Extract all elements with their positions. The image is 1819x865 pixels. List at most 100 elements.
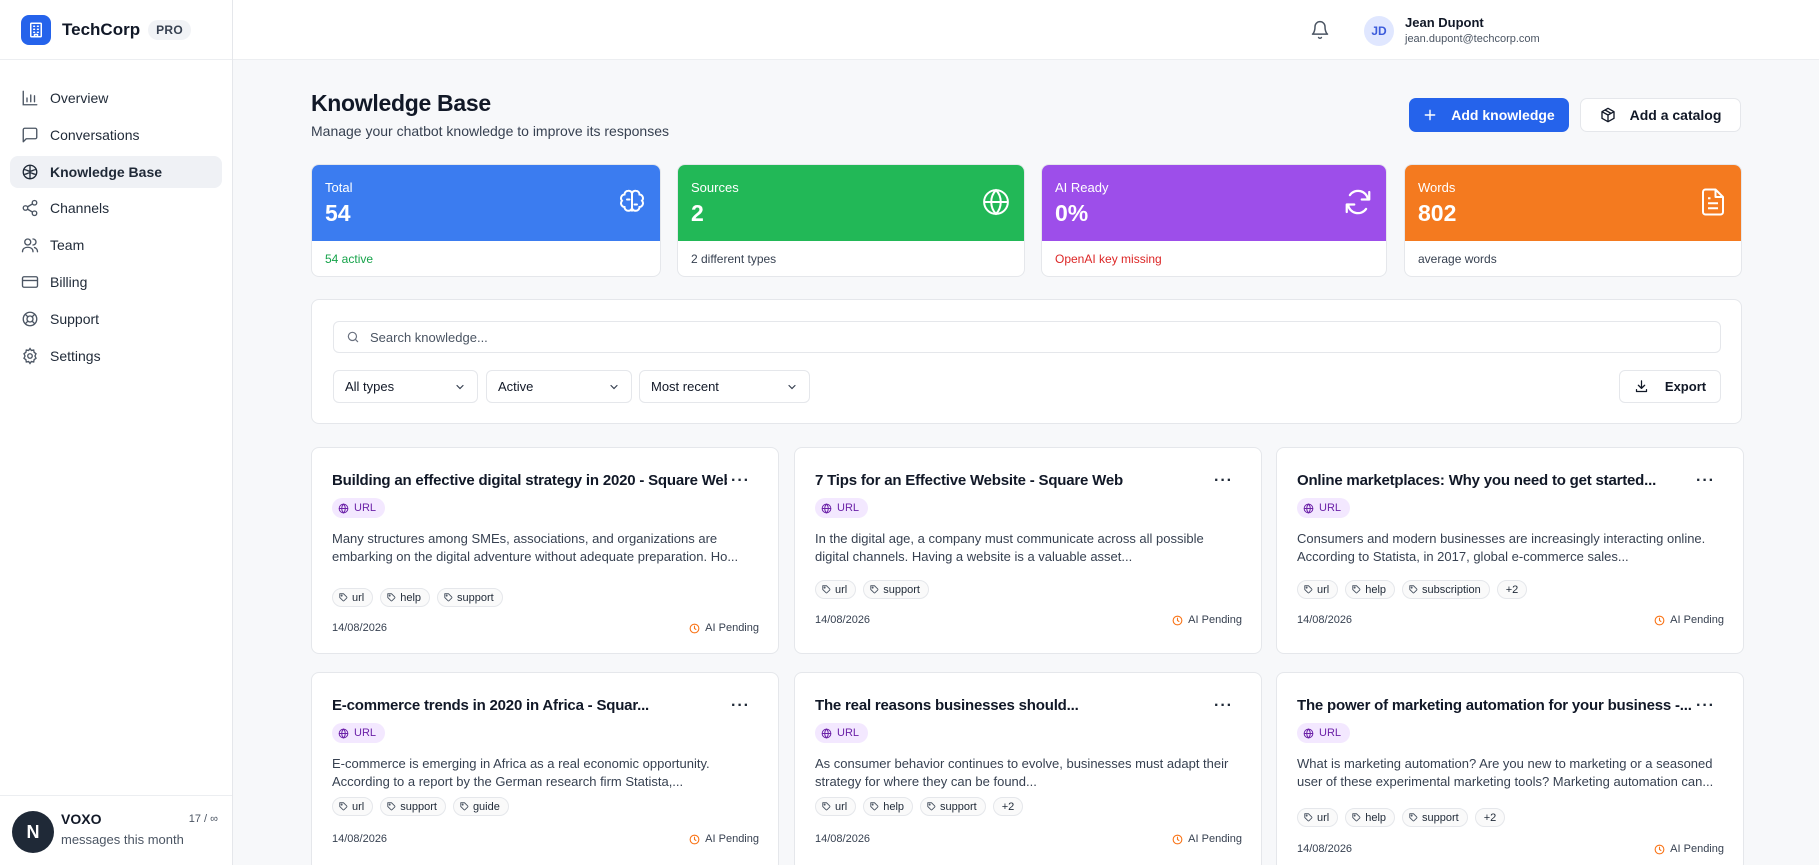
tag[interactable]: subscription [1402, 580, 1490, 599]
sidebar-item-team[interactable]: Team [10, 229, 222, 261]
sidebar-item-conversations[interactable]: Conversations [10, 119, 222, 151]
more-menu-button[interactable]: ··· [1214, 472, 1233, 489]
sidebar-item-knowledge-base[interactable]: Knowledge Base [10, 155, 222, 188]
add-catalog-button[interactable]: Add a catalog [1580, 98, 1741, 132]
tag[interactable]: support [1402, 808, 1468, 827]
tag-label: help [1365, 811, 1387, 824]
stat-value: 54 [325, 200, 351, 226]
page-subtitle: Manage your chatbot knowledge to improve… [311, 123, 669, 139]
tag[interactable]: support [920, 797, 986, 816]
export-label: Export [1664, 379, 1707, 394]
clock-icon [689, 623, 700, 633]
more-menu-button[interactable]: ··· [1696, 697, 1715, 714]
user-avatar[interactable]: JD [1364, 16, 1394, 46]
more-menu-button[interactable]: ··· [1214, 697, 1233, 714]
source-type-badge: URL [1297, 723, 1351, 743]
card-date: 14/08/2026 [815, 833, 871, 845]
tag[interactable]: url [815, 580, 857, 599]
ai-status-label: AI Pending [1188, 614, 1242, 626]
knowledge-card[interactable]: Building an effective digital strategy i… [311, 447, 779, 654]
more-tags-label: +2 [1001, 800, 1015, 813]
tag-icon [870, 802, 879, 811]
card-title[interactable]: E-commerce trends in 2020 in Africa - Sq… [332, 697, 650, 714]
knowledge-card[interactable]: E-commerce trends in 2020 in Africa - Sq… [311, 672, 779, 865]
plan-badge: PRO [148, 19, 191, 40]
knowledge-card[interactable]: Online marketplaces: Why you need to get… [1276, 447, 1744, 654]
type-select[interactable]: All types [333, 370, 478, 403]
download-icon [1635, 380, 1648, 393]
tag-label: help [400, 591, 422, 604]
workspace-name: VOXO [61, 811, 102, 827]
more-menu-button[interactable]: ··· [731, 472, 750, 489]
knowledge-card[interactable]: 7 Tips for an Effective Website - Square… [794, 447, 1262, 654]
sidebar-item-label: Channels [50, 200, 110, 217]
sidebar-item-label: Billing [50, 273, 88, 290]
tag[interactable]: url [815, 797, 857, 816]
card-description: In the digital age, a company must commu… [815, 531, 1204, 564]
more-tags-badge[interactable]: +2 [1496, 580, 1528, 599]
tag[interactable]: help [380, 588, 431, 607]
sidebar-item-label: Settings [50, 347, 101, 364]
tag[interactable]: support [437, 588, 503, 607]
tag[interactable]: help [1345, 580, 1396, 599]
search-box [333, 321, 1721, 353]
export-button[interactable]: Export [1619, 370, 1721, 403]
knowledge-card[interactable]: The power of marketing automation for yo… [1276, 672, 1744, 865]
tag-icon [822, 585, 831, 594]
sidebar-item-channels[interactable]: Channels [10, 192, 222, 224]
sidebar-item-label: Team [50, 237, 85, 254]
sidebar-nav: Overview Conversations Knowledge Base Ch… [0, 82, 232, 372]
card-description: Consumers and modern businesses are incr… [1297, 531, 1706, 564]
tag[interactable]: help [1345, 808, 1396, 827]
ai-status-label: AI Pending [1188, 833, 1242, 845]
building-icon[interactable] [21, 14, 51, 45]
user-name: Jean Dupont [1405, 15, 1484, 30]
more-menu-button[interactable]: ··· [1696, 472, 1715, 489]
tag-label: url [1317, 583, 1330, 596]
tag[interactable]: url [332, 588, 374, 607]
tag[interactable]: help [863, 797, 914, 816]
tag[interactable]: support [863, 580, 929, 599]
more-tags-badge[interactable]: +2 [992, 797, 1024, 816]
tag-icon [387, 593, 396, 602]
tag[interactable]: url [1297, 580, 1339, 599]
card-title[interactable]: The power of marketing automation for yo… [1297, 697, 1692, 714]
sidebar-item-support[interactable]: Support [10, 303, 222, 335]
bell-icon[interactable] [1310, 20, 1330, 40]
avatar[interactable]: N [12, 811, 54, 853]
sidebar-item-overview[interactable]: Overview [10, 82, 222, 114]
tag[interactable]: url [1297, 808, 1339, 827]
tag-list: url help support +2 [1297, 808, 1506, 827]
add-knowledge-button[interactable]: Add knowledge [1409, 98, 1569, 132]
topbar [233, 0, 1819, 60]
tag[interactable]: guide [452, 797, 509, 816]
sort-select[interactable]: Most recent [639, 370, 810, 403]
tag-icon [822, 802, 831, 811]
card-date: 14/08/2026 [332, 833, 388, 845]
status-select[interactable]: Active [486, 370, 632, 403]
stat-card-words: Words 802 average words [1404, 164, 1742, 277]
stat-label: Total [325, 180, 353, 195]
sidebar-item-billing[interactable]: Billing [10, 266, 222, 298]
stat-label: Words [1418, 180, 1456, 195]
file-text-icon [1702, 188, 1724, 216]
card-description: What is marketing automation? Are you ne… [1297, 756, 1714, 789]
tag[interactable]: support [380, 797, 446, 816]
usage-label: messages this month [61, 832, 184, 847]
source-type-label: URL [837, 502, 860, 514]
knowledge-card[interactable]: The real reasons businesses should... ···… [794, 672, 1262, 865]
tag[interactable]: url [332, 797, 374, 816]
card-title[interactable]: Online marketplaces: Why you need to get… [1297, 472, 1657, 489]
search-input[interactable] [370, 329, 1670, 345]
card-title[interactable]: The real reasons businesses should... [815, 697, 1079, 714]
more-tags-badge[interactable]: +2 [1474, 808, 1506, 827]
more-menu-button[interactable]: ··· [731, 697, 750, 714]
sidebar-item-settings[interactable]: Settings [10, 340, 222, 372]
card-date: 14/08/2026 [1297, 614, 1353, 626]
chevron-down-icon [456, 384, 464, 389]
ai-status-label: AI Pending [1670, 614, 1724, 626]
tag-label: url [835, 583, 848, 596]
card-title[interactable]: Building an effective digital strategy i… [332, 472, 727, 489]
card-title[interactable]: 7 Tips for an Effective Website - Square… [815, 472, 1123, 489]
stat-value: 802 [1418, 200, 1457, 226]
